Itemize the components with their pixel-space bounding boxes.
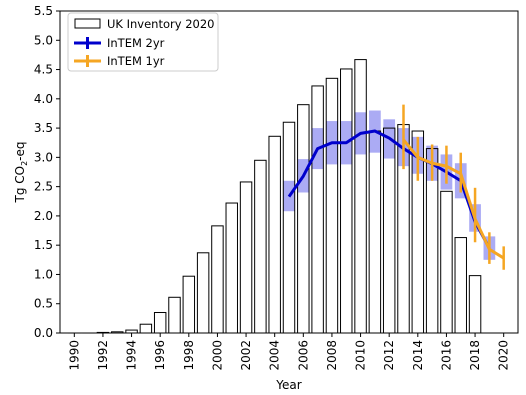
y-tick-label: 2.5 <box>34 180 53 194</box>
inventory-bar <box>254 159 267 334</box>
y-axis-title-main: Tg CO <box>13 166 27 204</box>
y-axis-title-subscript: 2 <box>20 161 29 166</box>
x-tick-label: 2014 <box>411 340 425 371</box>
inventory-bar <box>168 296 181 334</box>
x-tick-label: 2000 <box>210 340 224 371</box>
y-tick-label: 1.0 <box>34 267 53 281</box>
y-tick-label: 3.0 <box>34 150 53 164</box>
x-tick-label: 2004 <box>268 340 282 371</box>
y-tick-label: 5.0 <box>34 33 53 47</box>
legend-swatch-inventory <box>74 18 101 29</box>
inventory-bar <box>182 275 196 334</box>
x-tick-label: 2008 <box>325 340 339 371</box>
y-tick-label: 4.0 <box>34 92 53 106</box>
y-tick-label: 0.0 <box>34 326 53 340</box>
inventory-bar <box>454 237 467 334</box>
legend: UK Inventory 2020 InTEM 2yr InTEM 1yr <box>67 12 219 72</box>
x-axis-title: Year <box>275 378 301 392</box>
x-tick-label: 2002 <box>239 340 253 371</box>
inventory-bar <box>440 190 453 334</box>
x-tick-label: 2006 <box>296 340 310 371</box>
inventory-bar <box>468 275 482 334</box>
x-tick-label: 2018 <box>468 340 482 371</box>
x-tick-label: 1992 <box>96 340 110 371</box>
legend-frame <box>67 12 219 72</box>
plot-frame <box>59 10 519 334</box>
y-axis: 0.0 0.5 1.0 1.5 2.0 2.5 3.0 3.5 4.0 4.5 5.0 5.5 <box>34 4 60 340</box>
x-tick-label: 1990 <box>67 340 81 371</box>
legend-label-inventory: UK Inventory 2020 <box>107 17 214 31</box>
inventory-bar <box>196 252 210 334</box>
inventory-bar <box>225 202 238 334</box>
x-tick-label: 1998 <box>182 340 196 371</box>
x-axis: 1990 1992 1994 1996 1998 2000 2002 2004 2006 2008… <box>67 333 511 371</box>
intem-lines <box>287 104 505 270</box>
legend-label-intem-1yr: InTEM 1yr <box>107 54 165 68</box>
inventory-bar <box>340 68 353 334</box>
inventory-bar <box>211 225 224 334</box>
inventory-bar <box>297 104 310 334</box>
y-tick-label: 3.5 <box>34 121 53 135</box>
x-tick-label: 1994 <box>125 340 139 371</box>
y-tick-label: 0.5 <box>34 297 53 311</box>
y-tick-label: 1.5 <box>34 238 53 252</box>
inventory-bars <box>68 59 482 334</box>
inventory-bar <box>382 127 396 334</box>
intem-1yr-line <box>402 138 505 260</box>
legend-label-intem-2yr: InTEM 2yr <box>107 36 165 50</box>
inventory-bar <box>282 121 296 334</box>
inventory-bar <box>139 323 153 334</box>
inventory-bar <box>153 312 167 334</box>
y-tick-label: 4.5 <box>34 63 53 77</box>
x-tick-label: 2010 <box>354 340 368 371</box>
intem-2yr-line <box>287 129 491 249</box>
y-tick-label: 2.0 <box>34 209 53 223</box>
inventory-bar <box>239 181 253 334</box>
y-tick-label: 5.5 <box>34 4 53 18</box>
inventory-bar <box>268 135 281 334</box>
x-tick-label: 2020 <box>497 340 511 371</box>
x-tick-label: 1996 <box>153 340 167 371</box>
y-axis-title: Tg CO2-eq <box>13 141 29 203</box>
inventory-bar <box>368 130 382 334</box>
inventory-bar <box>325 77 339 334</box>
x-tick-label: 2012 <box>382 340 396 371</box>
x-tick-label: 2016 <box>439 340 453 371</box>
y-axis-title-tail: -eq <box>13 141 27 160</box>
inventory-bar <box>311 85 324 334</box>
inventory-bar <box>354 59 367 334</box>
